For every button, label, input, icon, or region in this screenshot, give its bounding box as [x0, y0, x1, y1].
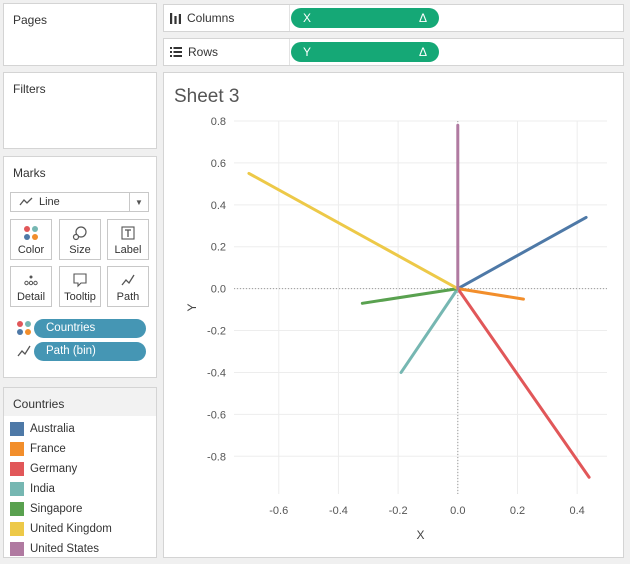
legend-item[interactable]: Australia	[10, 421, 75, 437]
legend-item[interactable]: India	[10, 481, 55, 497]
color-button-label: Color	[17, 244, 45, 256]
x-tick-label: -0.2	[389, 505, 408, 517]
color-dots-icon	[24, 226, 38, 240]
countries-legend: Countries Australia France Germany India Sin…	[3, 387, 157, 558]
series-line-singapore[interactable]	[360, 287, 460, 305]
mark-type-label: Line	[39, 196, 60, 208]
legend-swatch	[10, 542, 24, 556]
color-button[interactable]: Color	[10, 219, 52, 260]
delta-icon: Δ	[418, 45, 427, 59]
columns-shelf[interactable]: Columns X Δ	[163, 4, 624, 32]
detail-button-label: Detail	[16, 291, 46, 303]
rows-label: Rows	[188, 45, 219, 59]
pages-title: Pages	[13, 13, 48, 27]
y-tick-label: 0.8	[211, 116, 226, 128]
y-tick-label: 0.0	[211, 284, 226, 296]
rows-shelf[interactable]: Rows Y Δ	[163, 38, 624, 66]
x-tick-label: -0.6	[269, 505, 288, 517]
label-button[interactable]: Label	[107, 219, 149, 260]
filters-title: Filters	[13, 82, 46, 96]
shelf-divider	[289, 39, 290, 65]
line-mark-icon	[19, 197, 33, 206]
legend-swatch	[10, 482, 24, 496]
legend-title: Countries	[13, 397, 65, 411]
legend-item[interactable]: France	[10, 441, 66, 457]
legend-item[interactable]: Germany	[10, 461, 77, 477]
y-tick-label: 0.2	[211, 242, 226, 254]
sheet-title: Sheet 3	[174, 86, 240, 107]
legend-item[interactable]: Singapore	[10, 501, 82, 517]
legend-swatch	[10, 522, 24, 536]
path-encoding-icon	[17, 345, 31, 357]
x-pill[interactable]: X Δ	[291, 8, 439, 28]
legend-header	[4, 388, 156, 416]
legend-label: United Kingdom	[30, 523, 112, 535]
tooltip-button[interactable]: Tooltip	[59, 266, 101, 307]
path-button[interactable]: Path	[107, 266, 149, 307]
series-line-united-kingdom[interactable]	[247, 171, 460, 291]
sheet-view[interactable]: Sheet 3 0.8 0.6 0.4 0.2 0.0 -0.2 -0.4 -0.6 -0.8 -…	[163, 72, 624, 558]
pages-card[interactable]: Pages	[3, 3, 157, 66]
shelf-divider	[289, 5, 290, 31]
legend-swatch	[10, 442, 24, 456]
text-label-icon	[121, 226, 135, 240]
size-button-label: Size	[69, 244, 91, 256]
y-tick-label: -0.8	[207, 451, 226, 463]
y-tick-label: -0.4	[207, 367, 226, 379]
legend-label: France	[30, 443, 66, 455]
path-button-label: Path	[116, 291, 140, 303]
legend-swatch	[10, 462, 24, 476]
legend-swatch	[10, 502, 24, 516]
line-chart[interactable]: 0.8 0.6 0.4 0.2 0.0 -0.2 -0.4 -0.6 -0.8 -0.6 -0.4 -…	[164, 73, 623, 557]
x-tick-label: -0.4	[329, 505, 348, 517]
legend-swatch	[10, 422, 24, 436]
y-tick-label: -0.6	[207, 409, 226, 421]
legend-label: United States	[30, 543, 100, 555]
y-tick-label: 0.4	[211, 200, 226, 212]
x-tick-label: 0.2	[510, 505, 525, 517]
path-icon	[121, 274, 135, 286]
y-pill[interactable]: Y Δ	[291, 42, 439, 62]
x-pill-label: X	[303, 11, 312, 25]
legend-label: Germany	[30, 463, 78, 475]
series-line-india[interactable]	[399, 287, 460, 374]
delta-icon: Δ	[418, 11, 427, 25]
label-button-label: Label	[114, 244, 142, 256]
chevron-down-icon[interactable]: ▼	[129, 193, 148, 211]
legend-label: India	[30, 483, 55, 495]
tooltip-icon	[73, 273, 87, 288]
marks-title: Marks	[13, 166, 46, 180]
y-pill-label: Y	[303, 45, 312, 59]
detail-button[interactable]: Detail	[10, 266, 52, 307]
tooltip-button-label: Tooltip	[64, 291, 96, 303]
color-encoding-icon	[17, 321, 31, 335]
size-icon	[72, 226, 87, 241]
size-button[interactable]: Size	[59, 219, 101, 260]
detail-dots-icon	[24, 275, 38, 286]
legend-label: Australia	[30, 423, 75, 435]
legend-label: Singapore	[30, 503, 83, 515]
columns-label: Columns	[187, 11, 235, 25]
filters-card[interactable]: Filters	[3, 72, 157, 149]
y-tick-label: -0.2	[207, 326, 226, 338]
rows-icon	[170, 47, 182, 57]
y-axis-title: Y	[185, 303, 199, 311]
y-tick-label: 0.6	[211, 158, 226, 170]
columns-icon	[170, 12, 181, 24]
x-tick-label: 0.4	[570, 505, 585, 517]
series-line-france[interactable]	[456, 287, 525, 301]
legend-item[interactable]: United States	[10, 541, 99, 557]
x-tick-label: 0.0	[450, 505, 465, 517]
path-bin-field-pill[interactable]: Path (bin)	[34, 342, 146, 361]
mark-type-dropdown[interactable]: Line ▼	[10, 192, 149, 212]
legend-item[interactable]: United Kingdom	[10, 521, 112, 537]
countries-field-pill[interactable]: Countries	[34, 319, 146, 338]
x-axis-title: X	[416, 528, 424, 542]
series-line-germany[interactable]	[456, 287, 591, 479]
series-line-australia[interactable]	[456, 215, 588, 291]
